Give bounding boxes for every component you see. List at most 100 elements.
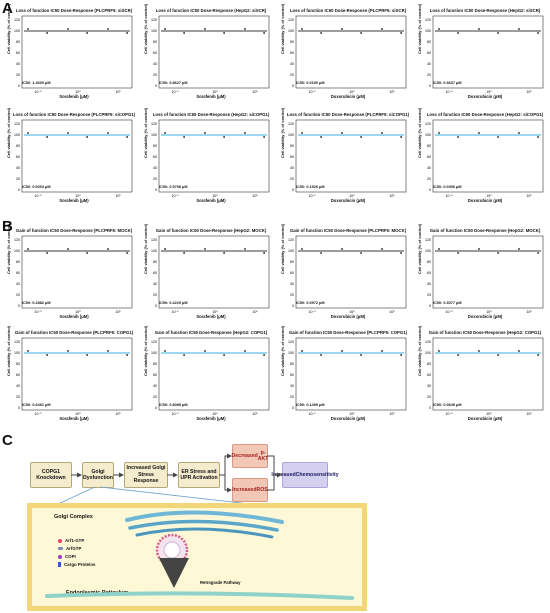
- golgi-cisterna-1: [125, 510, 284, 524]
- dose-response-panel: 0 20 40 60 80 100 120 10⁻¹ 10⁰ 10¹ Loss of functio…: [143, 4, 273, 100]
- x-tick-label: 10⁻¹: [308, 194, 316, 198]
- y-tick-label: 120: [288, 122, 294, 126]
- legend-copi: COPI: [58, 554, 76, 559]
- copg1-knockdown-box: COPG1 Knockdown: [30, 462, 72, 488]
- y-tick-label: 80: [290, 260, 294, 264]
- y-tick-label: 0: [429, 84, 431, 88]
- data-point: [400, 136, 402, 138]
- dose-response-panel: 0 20 40 60 80 100 120 10⁻¹ 10⁰ 10¹ Loss of functio…: [143, 108, 273, 204]
- panel-plot: 0 20 40 60 80 100 120 10⁻¹ 10⁰ 10¹: [14, 119, 133, 198]
- zoom-line-right: [99, 486, 251, 505]
- data-point: [497, 252, 499, 254]
- x-tick-label: 10⁻¹: [308, 310, 316, 314]
- x-tick-label: 10⁻¹: [171, 310, 179, 314]
- y-tick-label: 20: [290, 293, 294, 297]
- panel-title: Loss of function IC50 Dose-Response (Hep…: [426, 112, 544, 117]
- y-tick-label: 0: [155, 84, 157, 88]
- y-tick-label: 80: [290, 362, 294, 366]
- cargo-protein-icon: [58, 562, 61, 567]
- x-tick-label: 10⁰: [486, 412, 492, 416]
- panel-plot: 0 20 40 60 80 100 120 10⁻¹ 10⁰ 10¹: [425, 15, 544, 94]
- y-tick-label: 0: [155, 188, 157, 192]
- x-axis-label: Doxorubicin (μM): [467, 416, 503, 421]
- legend-label-arf1gtp: Arf1-GTP: [65, 538, 85, 543]
- data-point: [457, 354, 459, 356]
- data-point: [204, 28, 206, 30]
- panel-plot: 0 20 40 60 80 100 120 10⁻¹ 10⁰ 10¹: [14, 337, 133, 416]
- golgi-stress-box: Increased Golgi Stress Response: [124, 462, 168, 488]
- y-tick-label: 60: [153, 51, 157, 55]
- x-axis-label: Doxorubicin (μM): [330, 198, 366, 203]
- data-point: [301, 132, 303, 134]
- x-tick-label: 10⁰: [349, 90, 355, 94]
- data-point: [400, 354, 402, 356]
- y-tick-label: 100: [14, 133, 20, 137]
- y-tick-label: 100: [288, 351, 294, 355]
- section-label-a: A: [2, 0, 13, 17]
- panel-title: Loss of function IC50 Dose-Response (Hep…: [155, 8, 267, 13]
- plot-frame: [21, 15, 133, 89]
- panel-title: Gain of function IC50 Dose-Response (Hep…: [154, 330, 268, 335]
- x-tick-label: 10¹: [252, 310, 258, 314]
- panel-title: Loss of function IC50 Dose-Response (PLC…: [289, 8, 407, 13]
- x-tick-label: 10⁰: [349, 412, 355, 416]
- panel-title: Gain of function IC50 Dose-Response (PLC…: [15, 228, 133, 233]
- er-membrane: [45, 591, 354, 600]
- y-tick-label: 60: [290, 155, 294, 159]
- plot-frame: [158, 119, 270, 193]
- y-tick-label: 60: [427, 373, 431, 377]
- y-tick-label: 60: [16, 271, 20, 275]
- data-point: [46, 32, 48, 34]
- data-point: [438, 350, 440, 352]
- panel-title: Loss of function IC50 Dose-Response (PLC…: [15, 8, 133, 13]
- x-tick-label: 10¹: [115, 90, 121, 94]
- y-tick-label: 80: [427, 40, 431, 44]
- y-tick-label: 40: [16, 282, 20, 286]
- panel-title: Gain of function IC50 Dose-Response (Hep…: [429, 228, 541, 233]
- data-point: [46, 136, 48, 138]
- x-axis-label: Sorafenib (μM): [59, 198, 89, 203]
- dose-response-panel: 0 20 40 60 80 100 120 10⁻¹ 10⁰ 10¹ Gain of functio…: [280, 326, 410, 422]
- y-tick-label: 100: [425, 133, 431, 137]
- plot-frame: [295, 235, 407, 309]
- y-tick-label: 120: [288, 238, 294, 242]
- data-point: [301, 350, 303, 352]
- y-tick-label: 0: [18, 304, 20, 308]
- data-point: [341, 350, 343, 352]
- data-point: [27, 132, 29, 134]
- y-tick-label: 20: [153, 395, 157, 399]
- y-tick-label: 80: [427, 260, 431, 264]
- data-point: [126, 354, 128, 356]
- data-point: [518, 350, 520, 352]
- y-tick-label: 80: [153, 260, 157, 264]
- data-point: [86, 252, 88, 254]
- y-tick-label: 120: [151, 340, 157, 344]
- y-tick-label: 60: [290, 373, 294, 377]
- x-axis-label: Doxorubicin (μM): [330, 416, 366, 421]
- data-point: [204, 248, 206, 250]
- y-tick-label: 80: [153, 144, 157, 148]
- data-point: [320, 252, 322, 254]
- data-point: [126, 252, 128, 254]
- x-tick-label: 10¹: [115, 310, 121, 314]
- y-tick-label: 80: [16, 144, 20, 148]
- y-axis-label: Cell viability (% of control): [417, 3, 422, 54]
- ic50-value: IC50: 0.8085 μM: [159, 403, 188, 407]
- ic50-value: IC50: 0.0972 μM: [296, 301, 325, 305]
- dose-response-panel: 0 20 40 60 80 100 120 10⁻¹ 10⁰ 10¹ Gain of functio…: [417, 224, 547, 320]
- data-point: [438, 248, 440, 250]
- increased-ros-box: Increased ROS: [232, 478, 268, 502]
- data-point: [497, 354, 499, 356]
- data-point: [518, 28, 520, 30]
- x-tick-label: 10¹: [389, 310, 395, 314]
- decreased-pakt-box: Decreased p-AKT: [232, 444, 268, 468]
- data-point: [164, 28, 166, 30]
- data-point: [107, 248, 109, 250]
- arf1-gtp-icon: [58, 538, 62, 543]
- y-tick-label: 0: [18, 188, 20, 192]
- data-point: [67, 350, 69, 352]
- dose-response-panel: 0 20 40 60 80 100 120 10⁻¹ 10⁰ 10¹ Loss of functio…: [417, 4, 547, 100]
- panel-plot: 0 20 40 60 80 100 120 10⁻¹ 10⁰ 10¹: [425, 337, 544, 416]
- data-point: [244, 28, 246, 30]
- y-tick-label: 60: [290, 51, 294, 55]
